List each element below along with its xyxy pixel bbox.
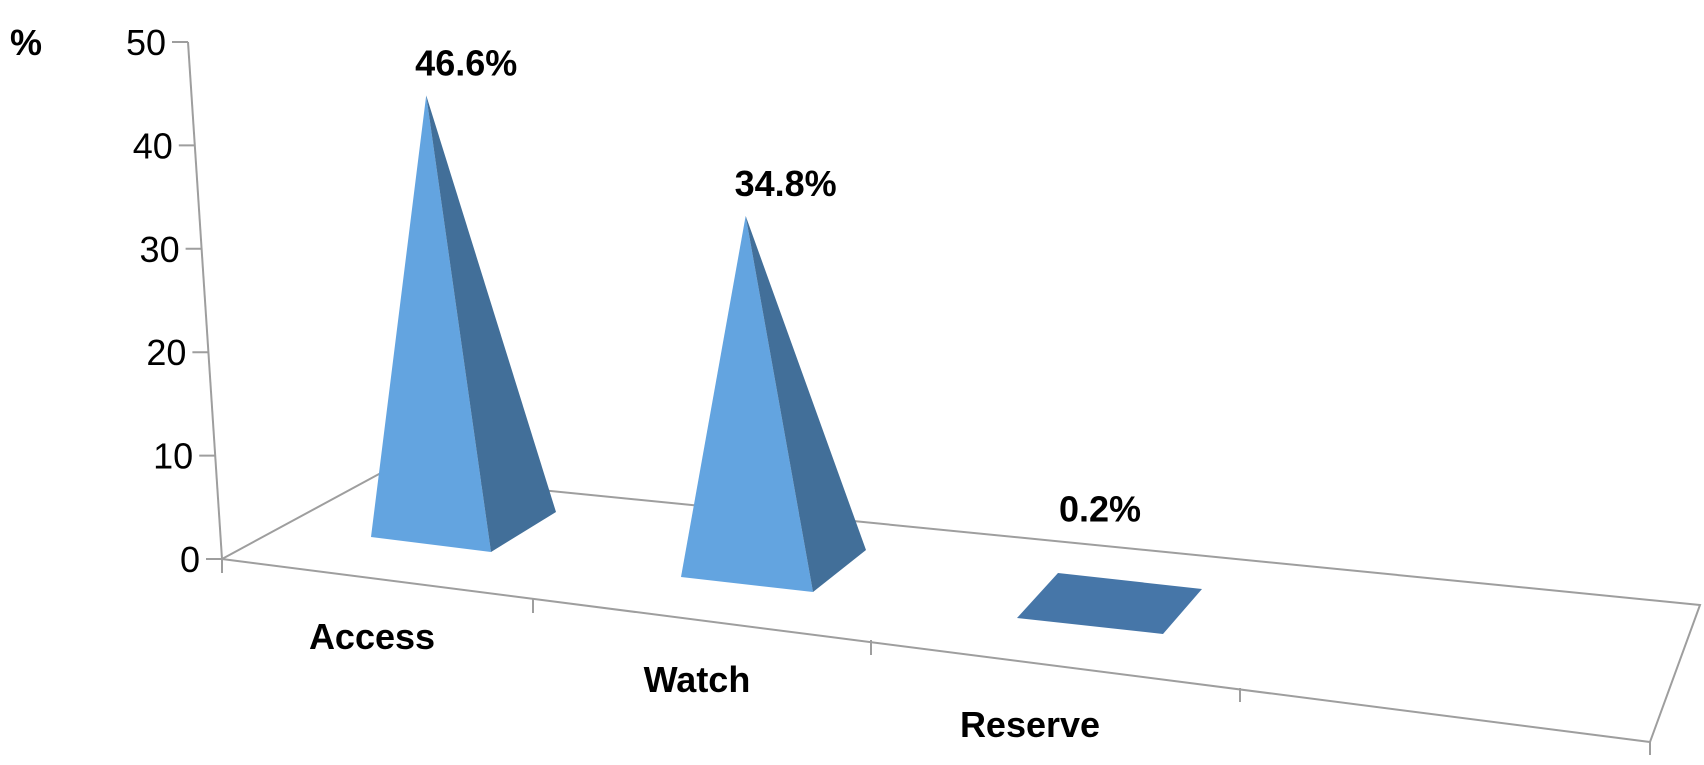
y-axis: [187, 41, 223, 560]
y-axis-ticks: 0 10 20 30 40 50: [126, 22, 222, 580]
pyramid-base: [1017, 573, 1202, 634]
x-axis-tick-marks: [221, 559, 1651, 755]
category-label: Watch: [644, 659, 751, 700]
data-label: 0.2%: [1059, 489, 1141, 530]
y-axis-unit-label: %: [10, 22, 42, 63]
category-label: Access: [309, 616, 435, 657]
data-labels: 46.6% 34.8% 0.2%: [415, 42, 1141, 529]
category-labels: Access Watch Reserve: [309, 616, 1100, 745]
y-tick-label: 50: [126, 22, 166, 63]
data-label: 46.6%: [415, 42, 517, 83]
y-tick-label: 0: [180, 539, 200, 580]
pyramid-watch: [681, 215, 866, 592]
category-label: Reserve: [960, 704, 1100, 745]
y-tick-label: 10: [153, 436, 193, 477]
data-label: 34.8%: [735, 163, 837, 204]
pyramid-access: [371, 95, 556, 553]
pyramid-series: [371, 95, 1202, 634]
chart-floor: [218, 472, 1702, 744]
pyramid-front-face: [371, 95, 491, 553]
pyramid-front-face: [681, 215, 813, 592]
pyramid-side-face: [426, 95, 556, 553]
y-axis-line: [187, 41, 223, 560]
y-tick-label: 20: [146, 332, 186, 373]
y-tick-label: 40: [133, 125, 173, 166]
pyramid-side-face: [745, 215, 866, 592]
y-tick-label: 30: [140, 229, 180, 270]
pyramid-reserve: [1017, 573, 1202, 634]
floor-plane: [218, 472, 1702, 744]
